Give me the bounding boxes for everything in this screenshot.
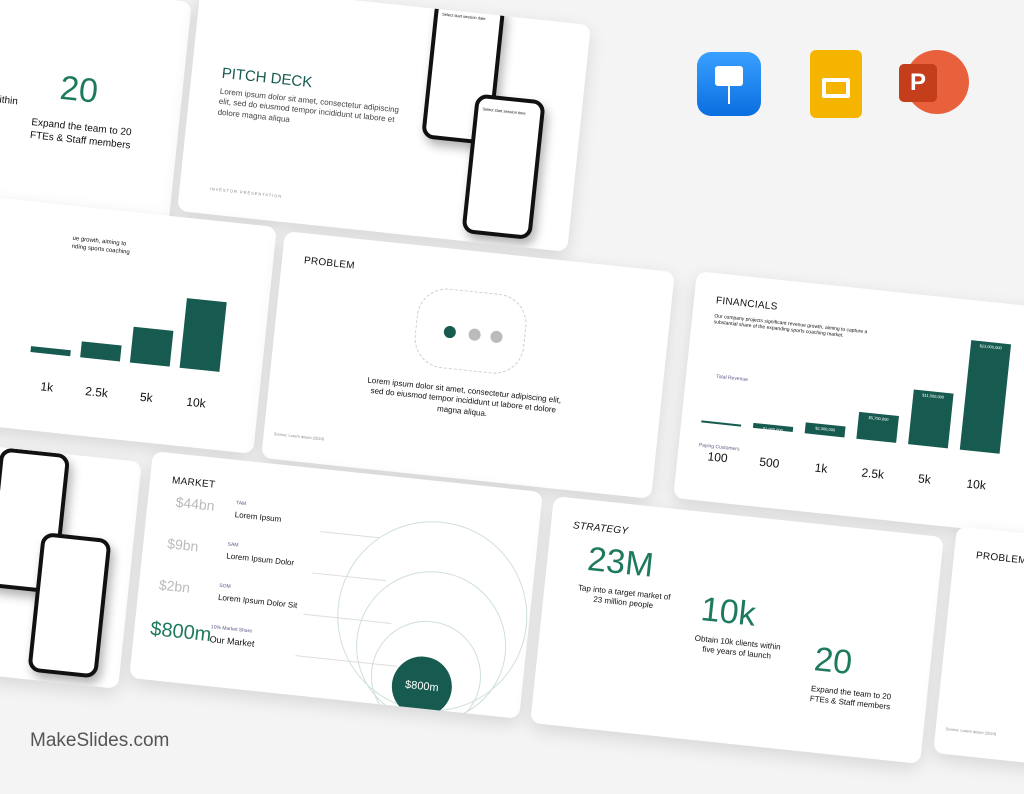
chart-text: ue growth, aiming to nding sports coachi… [71, 235, 131, 256]
bar-label: $1,000,000 [762, 426, 784, 434]
category-label: 10k [185, 394, 207, 411]
category-label: 500 [758, 454, 781, 471]
bar-label: $23,000,000 [979, 343, 1003, 351]
strategy-stat: 10k [698, 590, 758, 634]
market-tag: 10% Market Share [210, 624, 253, 635]
market-tag: SOM [218, 582, 231, 590]
strategy-stat: 20 [812, 640, 854, 683]
financials-body: Our company projects significant revenue… [713, 313, 868, 339]
phone-text: Select start session time [482, 106, 526, 116]
slide-problem-2[interactable]: PROBLEM Source: Lorem ipsum (2024) [933, 526, 1024, 794]
stat-text-partial: s within nch [0, 93, 19, 108]
category-label: 2.5k [84, 384, 109, 401]
strategy-text: Expand the team to 20 FTEs & Staff membe… [809, 684, 892, 712]
bar-label [701, 422, 741, 426]
category-label: 1k [814, 460, 829, 476]
brand-label: MakeSlides.com [30, 730, 170, 751]
slide-team[interactable]: k s within nch 20 Expand the team to 20 … [0, 0, 192, 229]
slide-problem[interactable]: PROBLEM ● ● ● Lorem ipsum dolor sit amet… [261, 231, 675, 499]
pitch-body: Lorem ipsum dolor sit amet, consectetur … [217, 86, 400, 125]
pitch-footer: INVESTOR PRESENTATION [209, 186, 283, 199]
bar-label: $2,300,000 [814, 425, 836, 433]
bar-label: $11,500,000 [922, 392, 945, 400]
problem-body: Lorem ipsum dolor sit amet, consectetur … [367, 375, 562, 419]
bar [179, 298, 227, 372]
slide-strategy[interactable]: STRATEGY 23M Tap into a target market of… [530, 496, 944, 764]
bar: $2,300,000 [804, 422, 846, 438]
market-label: Our Market [209, 634, 255, 649]
bar [701, 420, 742, 427]
category-label: 5k [139, 389, 154, 406]
slide-revenue-chart[interactable]: ue growth, aiming to nding sports coachi… [0, 186, 277, 454]
problem-source: Source: Lorem ipsum (2024) [273, 431, 325, 442]
category-label: 2.5k [860, 465, 885, 482]
stat-text: Expand the team to 20 FTEs & Staff membe… [29, 117, 133, 152]
market-tag: SAM [227, 541, 239, 549]
market-value: $2bn [158, 576, 191, 596]
category-label: 10k [965, 476, 987, 493]
market-value: $44bn [174, 493, 216, 514]
slide-pitch-deck[interactable]: PITCH DECK Lorem ipsum dolor sit amet, c… [177, 0, 591, 252]
slide-financials[interactable]: FINANCIALS Our company projects signific… [673, 271, 1024, 539]
bar: $23,000,000 [959, 340, 1012, 454]
stat: 20 [58, 68, 100, 111]
market-value: $9bn [166, 535, 200, 555]
market-label: Lorem Ipsum [234, 510, 282, 524]
strategy-title: STRATEGY [572, 520, 629, 538]
bar: $1,000,000 [752, 423, 794, 434]
strategy-stat: 23M [585, 540, 656, 585]
powerpoint-icon: P [899, 50, 969, 114]
bar: $5,750,000 [856, 411, 900, 443]
bar [80, 341, 122, 362]
slide-market[interactable]: MARKET $44bn TAM Lorem Ipsum $9bn SAM Lo… [129, 451, 543, 719]
bar-label: $5,750,000 [868, 414, 889, 422]
phone-text: Select start session date [441, 11, 486, 22]
market-tag: TAM [235, 500, 247, 508]
financials-title: FINANCIALS [715, 295, 779, 313]
revenue-label: Total Revenue [715, 373, 749, 384]
bar: $11,500,000 [908, 389, 954, 449]
category-label: 5k [917, 471, 932, 487]
market-label: Lorem Ipsum Dolor [225, 551, 295, 568]
market-value: $800m [149, 617, 213, 647]
problem-title: PROBLEM [303, 255, 356, 272]
bar [129, 326, 174, 367]
category-label: 100 [706, 449, 729, 466]
strategy-text: Tap into a target market of 23 million p… [577, 583, 671, 611]
google-slides-icon [810, 50, 862, 118]
category-label: 1k [39, 379, 54, 395]
keynote-icon [697, 52, 761, 116]
bar [30, 346, 71, 357]
problem-source: Source: Lorem ipsum (2024) [945, 726, 997, 737]
slide-phone[interactable] [0, 421, 142, 689]
phone-mockup: Select start session time [461, 93, 546, 241]
connector-line [320, 531, 381, 539]
phone-mockup [27, 532, 112, 679]
market-label: Lorem Ipsum Dolor Sit [217, 592, 298, 611]
market-title: MARKET [171, 475, 216, 491]
map-people-illustration: ● ● ● [411, 285, 530, 377]
strategy-text: Obtain 10k clients within five years of … [694, 633, 782, 662]
problem-title: PROBLEM [975, 550, 1024, 567]
